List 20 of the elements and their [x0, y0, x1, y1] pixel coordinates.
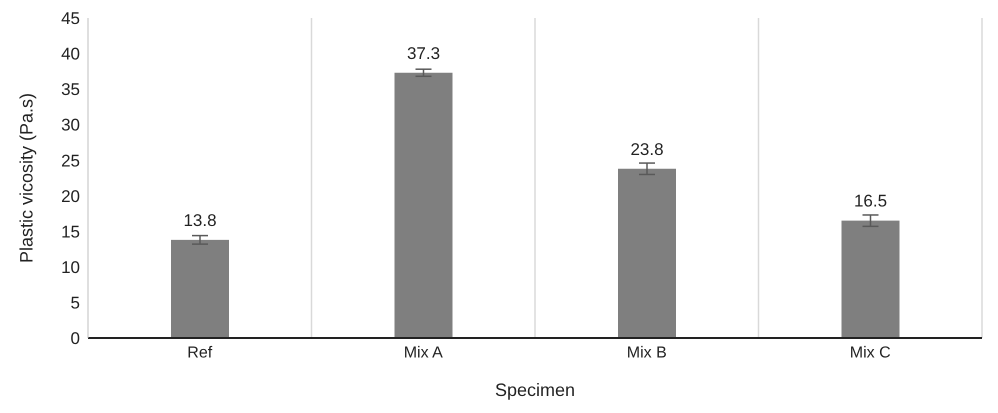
data-label: 16.5	[854, 192, 888, 211]
y-tick-label: 20	[61, 186, 80, 206]
data-label: 37.3	[406, 44, 440, 63]
y-tick-label: 45	[61, 9, 80, 28]
x-tick-label: Mix A	[404, 344, 444, 362]
data-label: 13.8	[183, 210, 217, 230]
y-tick-label: 0	[70, 329, 80, 348]
y-tick-label: 30	[61, 116, 80, 135]
data-label: 23.8	[630, 140, 664, 159]
x-tick-label: Mix C	[850, 344, 891, 362]
y-tick-label: 15	[61, 222, 80, 242]
x-axis-title: Specimen	[494, 380, 576, 400]
x-tick-label: Ref	[187, 344, 213, 362]
y-axis-title: Plastic vicosity (Pa.s)	[16, 92, 36, 264]
y-tick-label: 25	[61, 151, 80, 170]
y-tick-label: 35	[61, 80, 80, 100]
y-tick-label: 5	[70, 293, 80, 312]
x-tick-label: Mix B	[626, 344, 667, 362]
y-tick-label: 10	[61, 258, 80, 277]
y-tick-label: 40	[61, 44, 80, 64]
